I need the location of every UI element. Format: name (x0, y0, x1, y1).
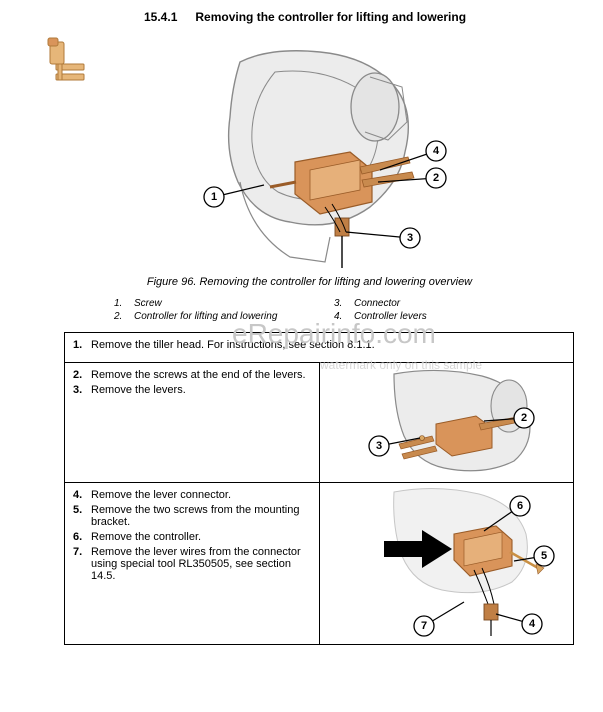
main-diagram-svg: 1 4 2 3 (120, 32, 500, 270)
step3-diagram-svg: 6 5 4 7 (324, 486, 568, 638)
step-line: 2. Remove the screws at the end of the l… (73, 369, 311, 381)
table-row: 2. Remove the screws at the end of the l… (65, 363, 574, 483)
step-line: 5. Remove the two screws from the mounti… (73, 504, 311, 528)
legend: 1. Screw 3. Connector 2. Controller for … (44, 298, 575, 322)
section-title: Removing the controller for lifting and … (195, 10, 466, 24)
callout-label: 3 (376, 440, 382, 452)
step-line: 1. Remove the tiller head. For instructi… (73, 339, 565, 351)
figure-caption: Figure 96. Removing the controller for l… (44, 276, 575, 288)
callout-label: 1 (210, 191, 216, 203)
callout-label: 4 (529, 618, 536, 630)
callout-label: 5 (541, 550, 547, 562)
step-line: 4. Remove the lever connector. (73, 489, 311, 501)
forklift-thumb-svg (44, 36, 94, 88)
step-line: 7. Remove the lever wires from the conne… (73, 546, 311, 582)
legend-item: 3. Connector (334, 298, 554, 309)
legend-item: 4. Controller levers (334, 311, 554, 322)
callout-label: 3 (406, 232, 412, 244)
legend-item: 2. Controller for lifting and lowering (114, 311, 334, 322)
callout-label: 2 (521, 412, 527, 424)
section-header: 15.4.1 Removing the controller for lifti… (144, 10, 575, 24)
callout-label: 2 (432, 172, 438, 184)
section-number: 15.4.1 (144, 10, 177, 24)
steps-table: 1. Remove the tiller head. For instructi… (64, 332, 574, 645)
callout-label: 6 (517, 500, 523, 512)
page-thumbnail (44, 36, 94, 91)
legend-item: 1. Screw (114, 298, 334, 309)
table-row: 4. Remove the lever connector. 5. Remove… (65, 483, 574, 645)
callout-label: 7 (421, 620, 427, 632)
step-line: 6. Remove the controller. (73, 531, 311, 543)
step2-diagram-svg: 32 (324, 366, 568, 476)
main-diagram: 1 4 2 3 (44, 32, 575, 270)
tiller-housing (228, 51, 408, 262)
step2-image-cell: 32 (319, 363, 574, 483)
callout-label: 4 (432, 145, 439, 157)
table-row: 1. Remove the tiller head. For instructi… (65, 333, 574, 363)
step-line: 3. Remove the levers. (73, 384, 311, 396)
step3-image-cell: 6 5 4 7 (319, 483, 574, 645)
